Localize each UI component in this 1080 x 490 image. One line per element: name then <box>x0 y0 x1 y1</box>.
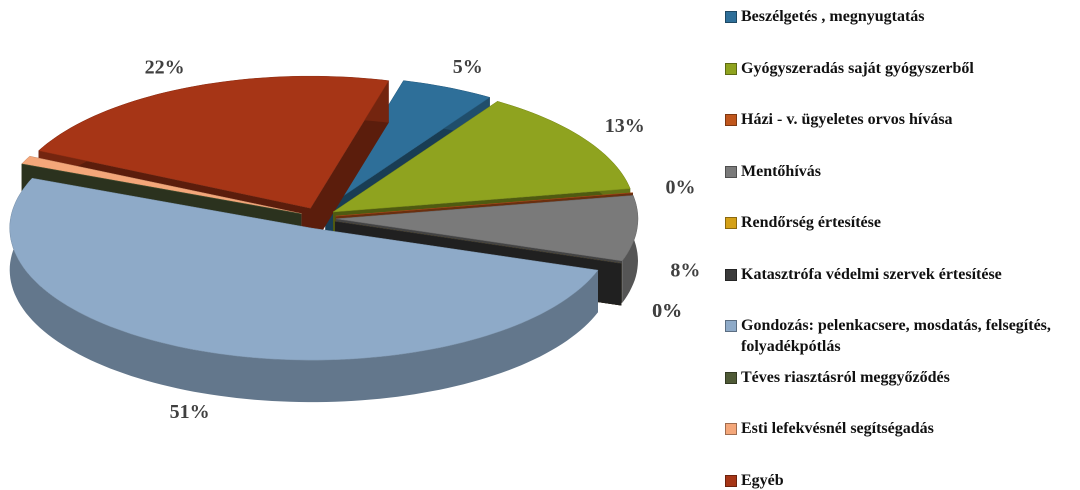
legend-swatch <box>725 165 737 178</box>
slice <box>325 80 491 209</box>
legend-item: Egyéb <box>725 470 1075 490</box>
legend-swatch <box>725 11 737 23</box>
legend-label: Katasztrófa védelmi szervek értesítése <box>741 265 1002 283</box>
data-label: 22% <box>145 57 185 79</box>
data-label: 5% <box>453 56 483 78</box>
legend-label: Gondozás: pelenkacsere, mosdatás, felseg… <box>741 317 1051 355</box>
slice <box>21 163 302 215</box>
slice <box>9 177 599 403</box>
legend-label: Egyéb <box>741 471 784 489</box>
pie-area: 5%13%0%8%0%0%51%0%1%22% <box>9 56 700 423</box>
legend: Beszélgetés , megnyugtatás Gyógyszeradás … <box>725 0 1075 490</box>
data-label: 0% <box>652 300 682 322</box>
data-label: 0% <box>665 177 695 199</box>
legend-label: Beszélgetés , megnyugtatás <box>741 8 925 25</box>
legend-label: Rendőrség értesítése <box>741 214 881 231</box>
slice-side <box>310 80 389 251</box>
legend-label: Házi - v. ügyeletes orvos hívása <box>741 111 953 128</box>
legend-swatch <box>725 268 737 281</box>
data-label: 51% <box>170 401 210 423</box>
legend-item: Gyógyszeradás saját gyógyszerből <box>725 58 1075 79</box>
legend-label: Mentőhívás <box>741 162 821 180</box>
slice-side <box>9 178 598 403</box>
data-label: 8% <box>670 260 700 282</box>
legend-item: Katasztrófa védelmi szervek értesítése <box>725 264 1075 285</box>
legend-item: Beszélgetés , megnyugtatás <box>725 6 1075 27</box>
slice <box>335 195 639 262</box>
slice <box>9 177 599 361</box>
slice <box>335 221 622 264</box>
legend-swatch <box>725 423 737 435</box>
slice <box>38 75 390 209</box>
legend-swatch <box>725 320 737 332</box>
legend-item: Esti lefekvésnél segítségadás <box>725 418 1075 439</box>
legend-item: Házi - v. ügyeletes orvos hívása <box>725 109 1075 130</box>
legend-item: Téves riasztásról meggyőződés <box>725 367 1075 388</box>
legend-item: Mentőhívás <box>725 161 1075 182</box>
slice <box>332 101 631 213</box>
legend-swatch <box>725 217 737 229</box>
legend-swatch <box>725 474 737 487</box>
legend-swatch <box>725 62 737 75</box>
legend-label: Téves riasztásról meggyőződés <box>741 368 950 386</box>
legend-label: Gyógyszeradás saját gyógyszerből <box>741 59 974 77</box>
legend-swatch <box>725 371 737 384</box>
legend-item: Rendőrség értesítése <box>725 212 1075 233</box>
data-label: 0% <box>652 300 682 322</box>
slice <box>21 155 302 214</box>
slice <box>335 192 633 217</box>
data-label: 13% <box>605 115 645 137</box>
legend-label: Esti lefekvésnél segítségadás <box>741 420 934 437</box>
legend-swatch <box>725 114 737 126</box>
legend-item: Gondozás: pelenkacsere, mosdatás, felseg… <box>725 315 1075 357</box>
